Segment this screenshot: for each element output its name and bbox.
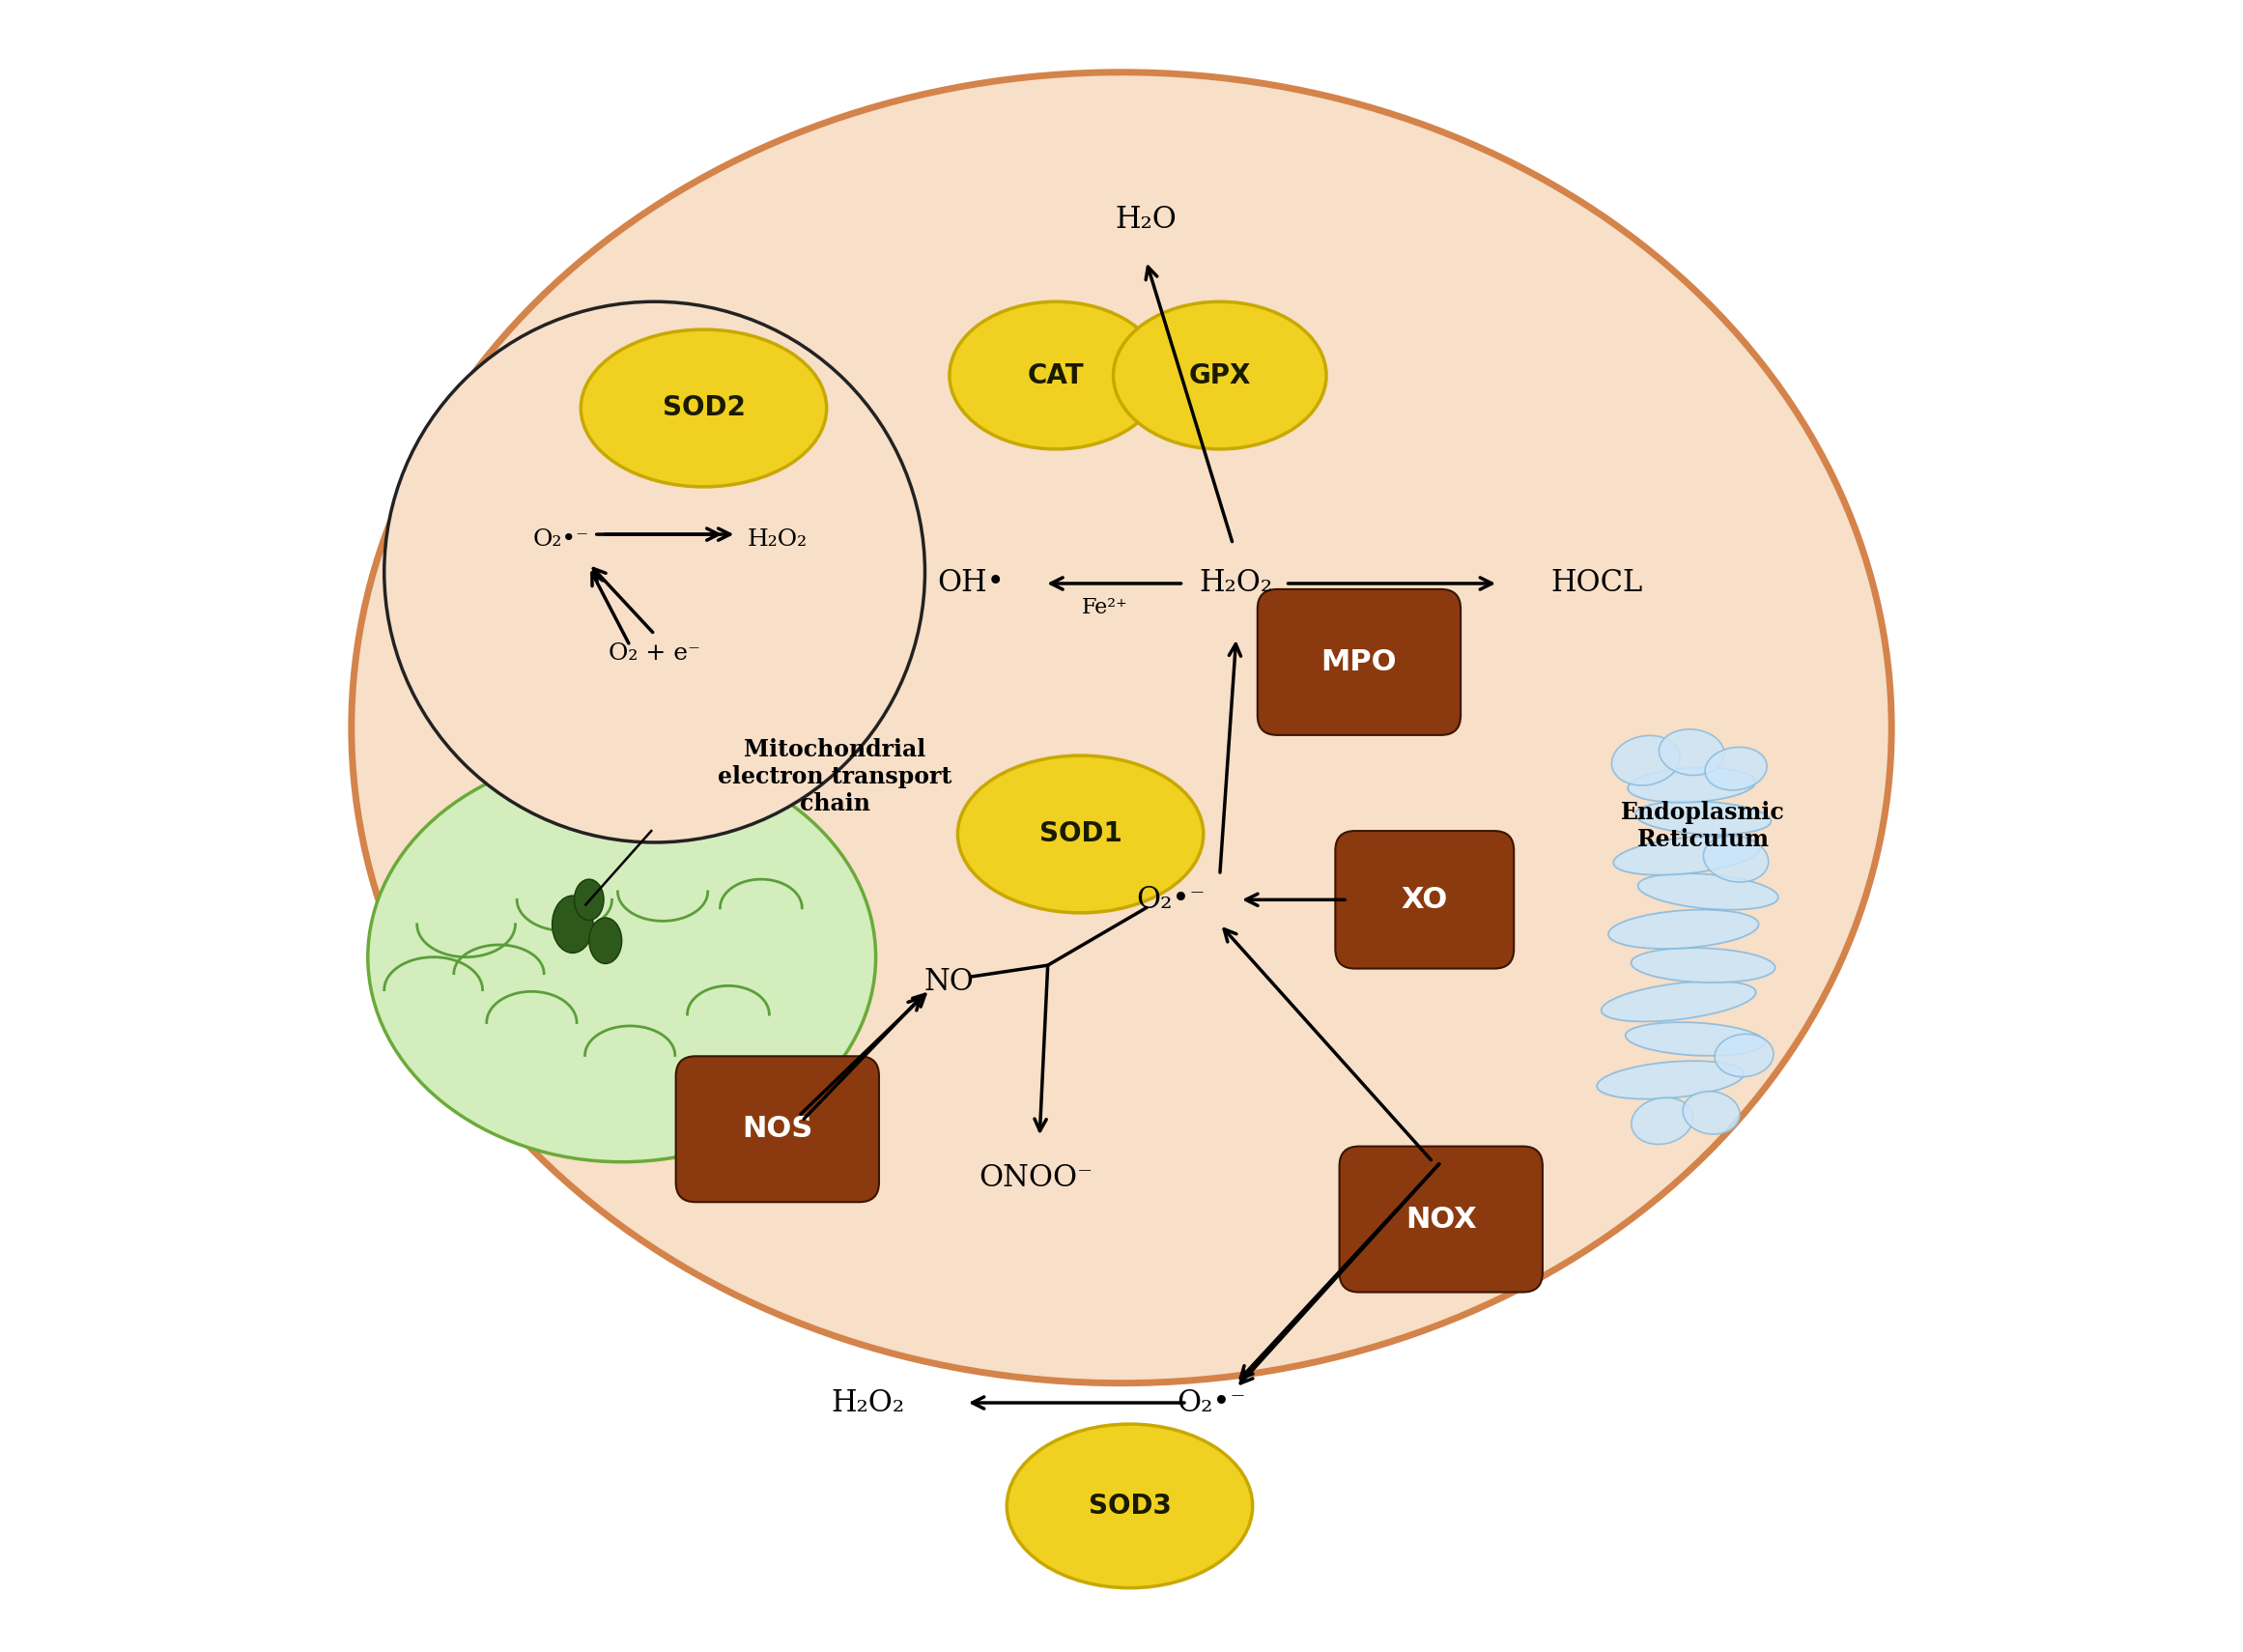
Ellipse shape [1702, 836, 1767, 882]
Ellipse shape [1113, 302, 1326, 449]
Ellipse shape [552, 895, 592, 953]
Ellipse shape [1631, 948, 1774, 983]
Text: Fe²⁺: Fe²⁺ [1081, 598, 1128, 620]
FancyBboxPatch shape [1258, 590, 1460, 735]
Text: H₂O: H₂O [1115, 205, 1178, 235]
Text: SOD1: SOD1 [1039, 821, 1122, 847]
Text: O₂•⁻: O₂•⁻ [1178, 1388, 1247, 1417]
Ellipse shape [1628, 768, 1756, 803]
Text: MPO: MPO [1321, 648, 1397, 676]
Text: SOD3: SOD3 [1088, 1492, 1171, 1520]
Ellipse shape [590, 919, 621, 963]
Text: Endoplasmic
Reticulum: Endoplasmic Reticulum [1622, 801, 1785, 851]
Ellipse shape [581, 329, 828, 487]
Ellipse shape [1613, 836, 1761, 876]
Text: O₂•⁻: O₂•⁻ [1137, 885, 1204, 915]
Ellipse shape [1635, 801, 1772, 834]
FancyBboxPatch shape [1339, 1146, 1543, 1292]
Text: OH•: OH• [938, 568, 1005, 598]
Text: XO: XO [1402, 885, 1449, 914]
Ellipse shape [1007, 1424, 1252, 1588]
Ellipse shape [1613, 735, 1680, 785]
Ellipse shape [949, 302, 1162, 449]
FancyBboxPatch shape [1335, 831, 1514, 968]
FancyBboxPatch shape [675, 1056, 879, 1203]
Ellipse shape [574, 879, 603, 920]
Ellipse shape [1705, 747, 1767, 790]
Text: H₂O₂: H₂O₂ [830, 1388, 904, 1417]
Ellipse shape [1626, 1023, 1765, 1056]
Ellipse shape [1714, 1034, 1774, 1077]
Ellipse shape [1608, 910, 1759, 948]
Circle shape [384, 302, 924, 843]
Text: H₂O₂: H₂O₂ [747, 529, 807, 550]
Text: HOCL: HOCL [1550, 568, 1642, 598]
Ellipse shape [958, 755, 1204, 914]
Ellipse shape [1597, 1061, 1743, 1099]
Text: H₂O₂: H₂O₂ [1200, 568, 1274, 598]
Text: GPX: GPX [1189, 362, 1252, 388]
Text: SOD2: SOD2 [662, 395, 745, 421]
Text: O₂ + e⁻: O₂ + e⁻ [608, 643, 700, 666]
Text: CAT: CAT [1027, 362, 1083, 388]
Text: O₂•⁻: O₂•⁻ [534, 529, 590, 550]
Ellipse shape [368, 752, 875, 1161]
Text: NOS: NOS [742, 1115, 812, 1143]
Text: NOX: NOX [1406, 1206, 1476, 1234]
Text: ONOO⁻: ONOO⁻ [980, 1163, 1092, 1193]
Ellipse shape [1637, 874, 1779, 910]
Ellipse shape [1602, 981, 1756, 1021]
Ellipse shape [1682, 1092, 1741, 1135]
Ellipse shape [1660, 729, 1725, 775]
Ellipse shape [1631, 1097, 1693, 1145]
Ellipse shape [352, 73, 1891, 1383]
Text: Mitochondrial
electron transport
chain: Mitochondrial electron transport chain [718, 738, 951, 816]
Text: NO: NO [924, 966, 973, 996]
